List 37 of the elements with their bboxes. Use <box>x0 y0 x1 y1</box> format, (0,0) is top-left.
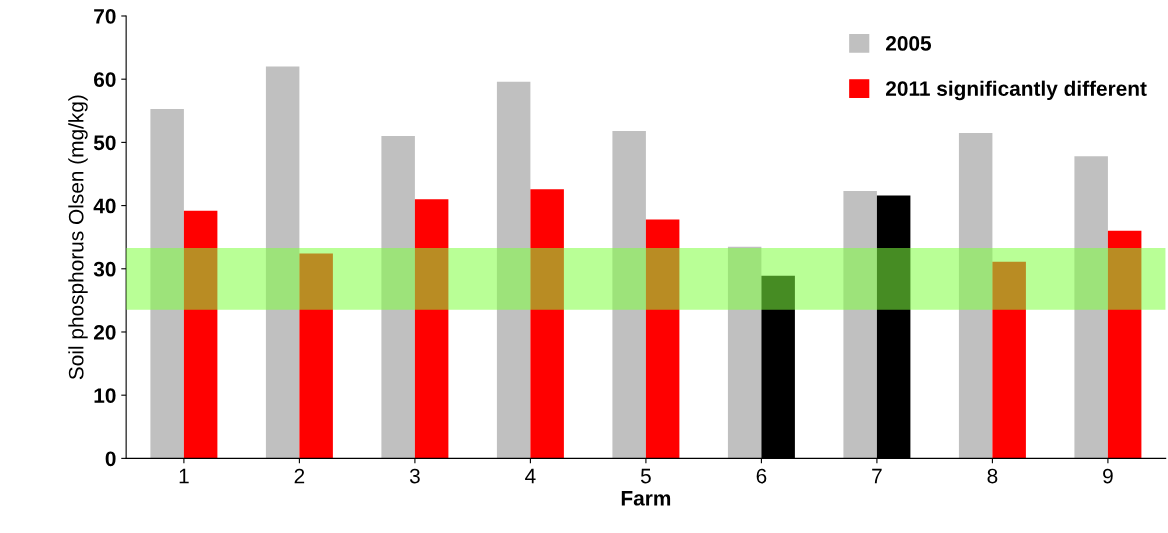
y-tick-label: 40 <box>93 198 116 214</box>
legend-label: 2005 <box>886 36 932 51</box>
x-tick-label: 6 <box>756 468 767 484</box>
x-tick-label: 8 <box>987 468 998 484</box>
x-tick-label: 3 <box>409 468 420 484</box>
y-tick-label: 0 <box>105 451 116 467</box>
bar <box>530 189 564 459</box>
bar <box>727 246 762 459</box>
x-tick-label: 9 <box>1103 468 1113 484</box>
y-tick-label: 20 <box>93 324 116 340</box>
bar <box>843 191 877 459</box>
bar <box>992 261 1026 459</box>
bar <box>496 81 531 459</box>
bar <box>299 253 333 459</box>
legend-label: 2011 significantly different <box>886 80 1147 101</box>
bar <box>1074 156 1108 459</box>
x-tick-label: 1 <box>179 468 189 484</box>
bar <box>612 131 646 459</box>
y-tick-label: 10 <box>94 388 116 403</box>
bar <box>645 219 680 459</box>
y-axis-title: Soil phosphorus Olsen (mg/kg) <box>68 95 88 380</box>
y-tick-label: 30 <box>93 261 116 277</box>
x-axis-title: Farm <box>621 491 671 506</box>
y-tick-label: 50 <box>93 135 116 151</box>
bar <box>265 66 300 459</box>
x-tick-label: 5 <box>640 468 651 484</box>
bar <box>958 132 993 459</box>
bar <box>150 108 184 459</box>
bar <box>414 199 449 459</box>
x-tick-label: 7 <box>872 468 882 484</box>
y-tick-label: 60 <box>94 72 116 87</box>
x-tick-label: 4 <box>525 468 536 484</box>
bar <box>183 210 218 459</box>
bar <box>1107 230 1142 459</box>
y-tick-label: 70 <box>94 8 116 24</box>
bar <box>381 136 415 459</box>
x-tick-label: 2 <box>294 468 305 484</box>
